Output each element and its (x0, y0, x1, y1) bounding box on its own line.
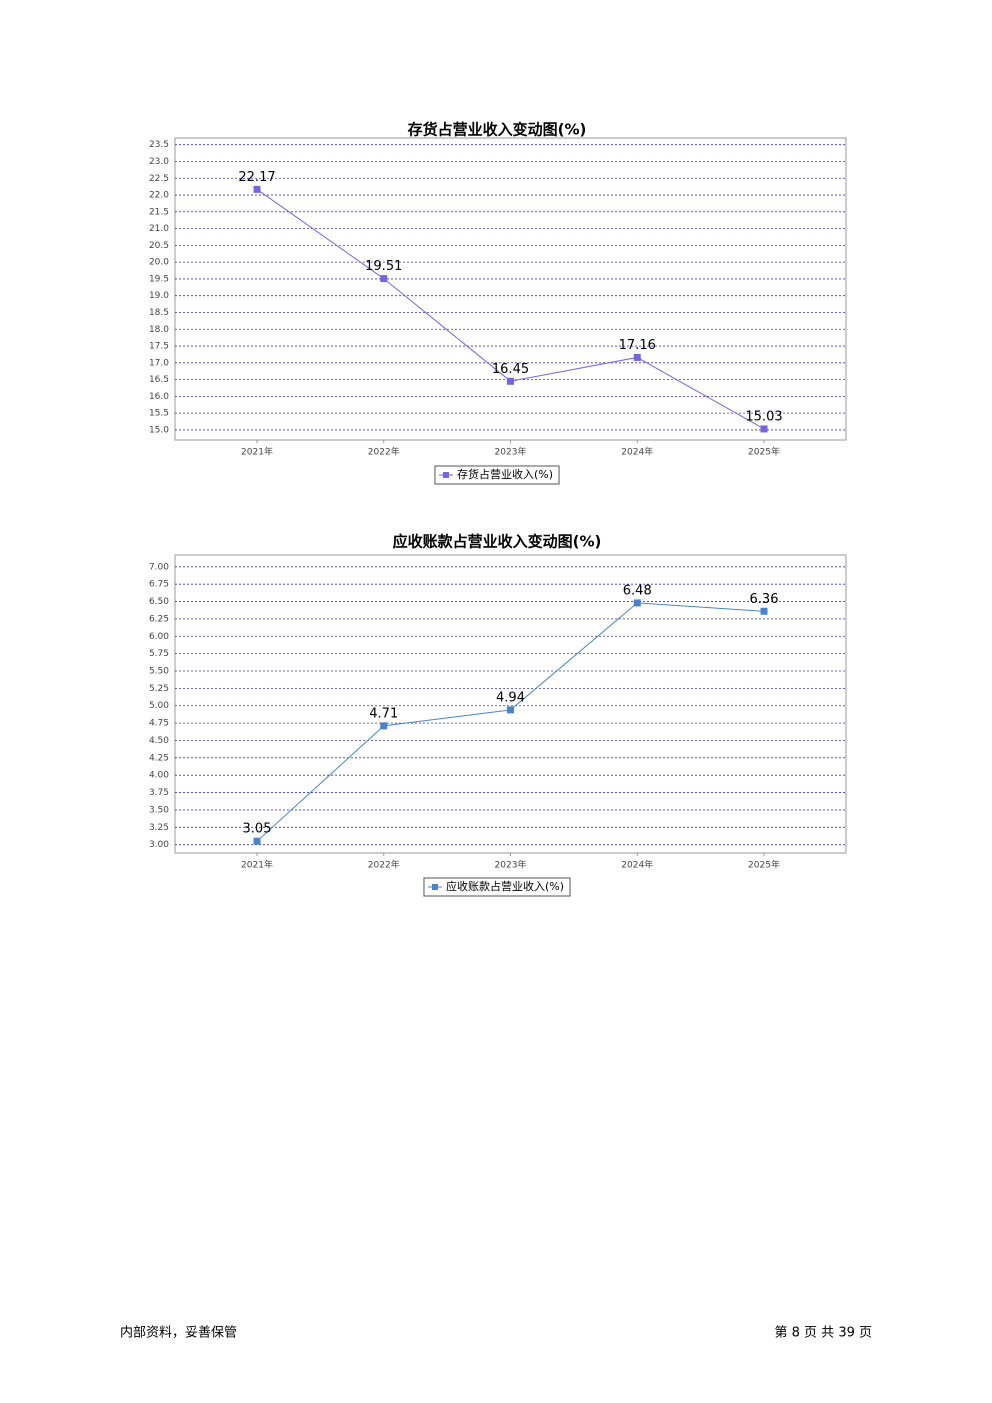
y-tick-label: 6.00 (149, 632, 169, 642)
y-tick-label: 16.5 (149, 375, 169, 385)
x-tick-label: 2022年 (368, 446, 400, 458)
y-tick-label: 6.25 (149, 614, 169, 624)
y-tick-label: 18.0 (149, 325, 169, 335)
data-label: 6.36 (750, 592, 779, 607)
y-tick-label: 19.5 (149, 274, 169, 284)
y-tick-label: 21.5 (149, 207, 169, 217)
point (633, 599, 641, 607)
y-tick-label: 7.00 (149, 562, 169, 572)
data-label: 4.94 (496, 690, 525, 705)
y-tick-label: 6.75 (149, 580, 169, 590)
y-tick-label: 3.00 (149, 840, 169, 850)
data-label: 3.05 (243, 822, 272, 837)
y-tick-label: 5.00 (149, 701, 169, 711)
legend-box (434, 465, 560, 485)
x-tick-label: 2021年 (241, 859, 273, 871)
data-label: 16.45 (492, 362, 529, 377)
y-tick-label: 4.00 (149, 771, 169, 781)
x-tick-label: 2025年 (748, 859, 780, 871)
y-tick-label: 23.0 (149, 157, 169, 167)
footer-right: 第 8 页 共 39 页 (775, 1326, 872, 1341)
x-tick-label: 2023年 (495, 859, 527, 871)
plot-frame (174, 554, 847, 854)
y-tick-label: 5.25 (149, 684, 169, 694)
y-tick-label: 15.0 (149, 425, 169, 435)
x-tick-label: 2021年 (241, 446, 273, 458)
legend-swatch (442, 472, 449, 478)
y-tick-label: 6.50 (149, 597, 169, 607)
y-tick-label: 5.75 (149, 649, 169, 659)
y-tick-label: 18.5 (149, 308, 169, 318)
data-label: 17.16 (619, 338, 656, 353)
legend-box (423, 877, 571, 897)
data-label: 19.51 (365, 259, 402, 274)
x-tick-label: 2022年 (368, 859, 400, 871)
x-tick-label: 2023年 (495, 446, 527, 458)
x-tick-label: 2024年 (621, 859, 653, 871)
point (760, 425, 768, 433)
y-tick-label: 23.5 (149, 140, 169, 150)
y-tick-label: 3.75 (149, 788, 169, 798)
chart-title: 应收账款占营业收入变动图(%) (393, 533, 602, 551)
chart-title: 存货占营业收入变动图(%) (408, 121, 587, 139)
point (507, 377, 514, 385)
y-tick-label: 15.5 (149, 409, 169, 419)
footer-left: 内部资料，妥善保管 (120, 1325, 237, 1341)
point (253, 185, 261, 193)
y-tick-label: 4.25 (149, 753, 169, 763)
data-label: 22.17 (238, 170, 275, 185)
point (380, 275, 388, 283)
plot-frame (174, 137, 847, 441)
y-tick-label: 19.0 (149, 291, 169, 301)
legend-label: 存货占营业收入(%) (457, 467, 553, 481)
y-tick-label: 21.0 (149, 224, 169, 234)
point (380, 722, 388, 730)
y-tick-label: 20.5 (149, 241, 169, 251)
y-tick-label: 3.50 (149, 805, 169, 815)
y-tick-label: 5.50 (149, 667, 169, 677)
data-label: 4.71 (369, 706, 398, 721)
y-tick-label: 16.0 (149, 392, 169, 402)
x-tick-label: 2025年 (748, 446, 780, 458)
data-label: 6.48 (623, 583, 652, 598)
y-tick-label: 22.5 (149, 174, 169, 184)
y-tick-label: 4.75 (149, 719, 169, 729)
y-tick-label: 4.50 (149, 736, 169, 746)
point (507, 706, 514, 714)
y-tick-label: 17.0 (149, 358, 169, 368)
point (633, 353, 641, 361)
point (253, 837, 261, 845)
y-tick-label: 20.0 (149, 258, 169, 268)
legend-swatch (431, 884, 438, 890)
y-tick-label: 17.5 (149, 342, 169, 352)
y-tick-label: 22.0 (149, 191, 169, 201)
data-label: 15.03 (745, 409, 782, 424)
x-tick-label: 2024年 (621, 446, 653, 458)
legend-label: 应收账款占营业收入(%) (446, 879, 564, 893)
y-tick-label: 3.25 (149, 823, 169, 833)
point (760, 607, 768, 615)
